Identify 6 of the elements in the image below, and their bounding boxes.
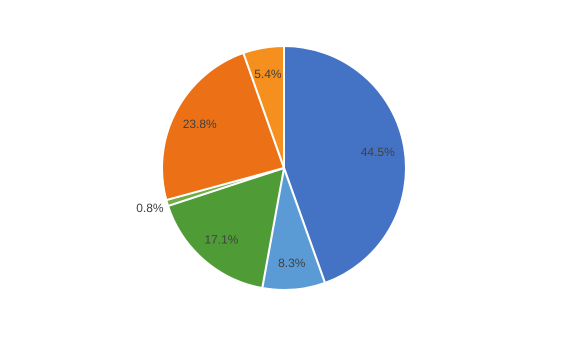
data-label: 0.8% [136, 201, 164, 216]
data-label: 23.8% [182, 116, 218, 131]
data-label: 44.5% [360, 144, 396, 159]
data-label: 8.3% [278, 256, 306, 270]
data-label: 17.1% [204, 232, 239, 247]
data-label: 5.4% [254, 67, 282, 82]
